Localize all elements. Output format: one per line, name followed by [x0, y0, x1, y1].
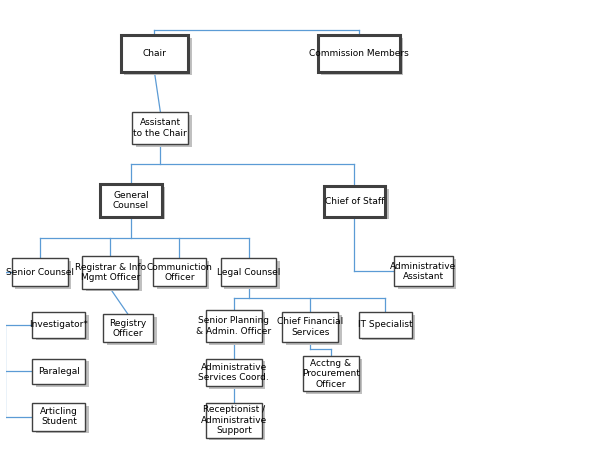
Text: Communiction
Officer: Communiction Officer	[146, 263, 212, 282]
FancyBboxPatch shape	[321, 38, 403, 75]
FancyBboxPatch shape	[394, 256, 453, 286]
Text: Senior Planning
& Admin. Officer: Senior Planning & Admin. Officer	[196, 316, 271, 336]
FancyBboxPatch shape	[86, 259, 142, 292]
Text: Chair: Chair	[143, 49, 166, 58]
FancyBboxPatch shape	[157, 261, 209, 289]
FancyBboxPatch shape	[16, 261, 71, 289]
FancyBboxPatch shape	[224, 261, 280, 289]
FancyBboxPatch shape	[359, 312, 412, 338]
FancyBboxPatch shape	[398, 259, 457, 289]
FancyBboxPatch shape	[362, 315, 415, 341]
Text: Paralegal: Paralegal	[38, 367, 80, 376]
FancyBboxPatch shape	[286, 315, 342, 345]
FancyBboxPatch shape	[221, 258, 277, 286]
FancyBboxPatch shape	[303, 356, 359, 391]
FancyBboxPatch shape	[32, 403, 85, 431]
FancyBboxPatch shape	[36, 406, 89, 434]
Text: Acctng &
Procurement
Officer: Acctng & Procurement Officer	[302, 359, 360, 389]
FancyBboxPatch shape	[32, 312, 85, 338]
Text: Registrar & Info
Mgmt Officer: Registrar & Info Mgmt Officer	[75, 263, 146, 282]
FancyBboxPatch shape	[136, 114, 192, 147]
FancyBboxPatch shape	[327, 189, 389, 219]
Text: Administrative
Assistant: Administrative Assistant	[391, 262, 457, 281]
FancyBboxPatch shape	[206, 310, 262, 342]
FancyBboxPatch shape	[206, 403, 262, 437]
FancyBboxPatch shape	[12, 258, 68, 286]
FancyBboxPatch shape	[209, 313, 265, 345]
Text: Chief of Staff: Chief of Staff	[325, 197, 384, 206]
Text: Assistant
to the Chair: Assistant to the Chair	[133, 118, 187, 138]
Text: Articling
Student: Articling Student	[40, 407, 78, 427]
FancyBboxPatch shape	[209, 406, 265, 440]
FancyBboxPatch shape	[283, 312, 338, 342]
FancyBboxPatch shape	[36, 315, 89, 341]
FancyBboxPatch shape	[124, 38, 192, 75]
FancyBboxPatch shape	[103, 314, 153, 342]
FancyBboxPatch shape	[107, 317, 157, 345]
FancyBboxPatch shape	[209, 361, 265, 389]
FancyBboxPatch shape	[121, 35, 188, 72]
Text: Registry
Officer: Registry Officer	[109, 319, 146, 338]
FancyBboxPatch shape	[82, 256, 139, 289]
Text: IT Specialist: IT Specialist	[358, 320, 413, 329]
Text: Administrative
Services Coord.: Administrative Services Coord.	[199, 363, 269, 382]
Text: Legal Counsel: Legal Counsel	[217, 268, 280, 277]
Text: Senior Counsel: Senior Counsel	[6, 268, 74, 277]
FancyBboxPatch shape	[32, 359, 85, 384]
FancyBboxPatch shape	[133, 112, 188, 144]
FancyBboxPatch shape	[307, 359, 362, 394]
FancyBboxPatch shape	[104, 187, 166, 219]
Text: Chief Financial
Services: Chief Financial Services	[277, 317, 343, 337]
FancyBboxPatch shape	[100, 184, 162, 217]
FancyBboxPatch shape	[153, 258, 206, 286]
FancyBboxPatch shape	[323, 186, 385, 217]
Text: Receptionist /
Administrative
Support: Receptionist / Administrative Support	[201, 405, 267, 435]
FancyBboxPatch shape	[36, 361, 89, 387]
FancyBboxPatch shape	[317, 35, 400, 72]
Text: Commission Members: Commission Members	[309, 49, 409, 58]
Text: General
Counsel: General Counsel	[113, 190, 149, 210]
Text: Investigator*: Investigator*	[29, 320, 88, 329]
FancyBboxPatch shape	[206, 359, 262, 387]
